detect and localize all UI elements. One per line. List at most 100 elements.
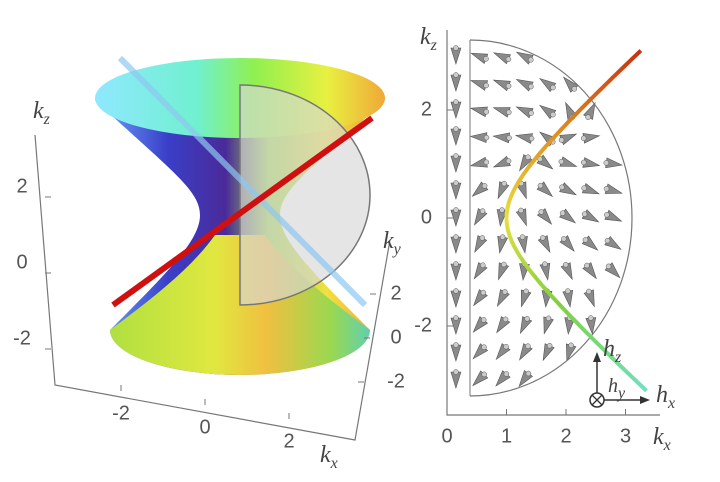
tick-label: -2 [13, 327, 31, 349]
arrow-base [558, 158, 565, 165]
tick-label: 2 [421, 98, 432, 120]
tick-label: 0 [421, 206, 432, 228]
arrow-base [505, 158, 512, 164]
cross [591, 394, 603, 406]
inset-label: hx [656, 382, 675, 412]
arrow-base [565, 288, 571, 294]
arrow-base [546, 342, 553, 349]
tick-label: 0 [390, 326, 401, 348]
arrow-base [550, 111, 556, 118]
arrow-base [562, 261, 569, 268]
axis-label: ky [383, 228, 402, 258]
arrow-base [499, 207, 505, 213]
arrow-base [453, 261, 459, 267]
arrow-base [505, 56, 512, 62]
arrow-base [483, 159, 490, 165]
arrow-base [453, 72, 459, 78]
arrow-base [580, 135, 587, 142]
arrow-base [603, 160, 610, 166]
arrow-base [479, 235, 486, 241]
arrow-base [584, 262, 590, 269]
axis-box [34, 134, 391, 441]
arrow-base [581, 211, 588, 217]
arrow-base [524, 316, 530, 322]
arrow-base [605, 263, 612, 270]
arrow-base [483, 109, 490, 115]
arrow-base [453, 99, 459, 105]
arrow-base [481, 183, 488, 189]
arrow-base [480, 317, 487, 323]
arrow-base [542, 261, 548, 267]
tick-label: 0 [16, 251, 27, 273]
arrow-base [479, 208, 486, 214]
vector-field [450, 45, 624, 390]
arrow-base [502, 316, 509, 323]
arrow-base [453, 342, 459, 348]
arrow-base [571, 86, 578, 92]
blue-line [117, 55, 368, 308]
arrow-base [499, 234, 506, 240]
arrow-base [483, 82, 489, 89]
arrow-base [528, 83, 534, 90]
arrow-base [528, 57, 534, 63]
axis-label: kz [420, 24, 438, 54]
tick-label: 0 [441, 425, 452, 447]
boundary-arc [469, 39, 633, 397]
red-line [111, 115, 374, 308]
arrow-base [481, 344, 487, 350]
arrow-base [604, 212, 610, 218]
arrow-base [559, 210, 566, 216]
arrow-base [519, 234, 526, 240]
arrow-base [537, 182, 544, 189]
tick-label: 2 [283, 430, 294, 452]
tick-label: 3 [620, 425, 631, 447]
inset-label: hy [608, 375, 626, 402]
arrow-base [540, 235, 546, 241]
arrow-base [453, 369, 459, 375]
tick-label: 2 [560, 425, 571, 447]
arrow-base [538, 209, 544, 215]
arrow-base [453, 153, 459, 159]
arrow-base [559, 184, 565, 190]
curve-upper [504, 49, 643, 219]
arrow-base [483, 56, 489, 62]
arrow-base [604, 237, 611, 244]
arrow-base [453, 126, 459, 132]
arrow-base [525, 343, 531, 349]
tick-label: 2 [390, 282, 401, 304]
axis-label: kx [653, 424, 671, 454]
tick-label: -2 [387, 370, 405, 392]
axis-label: kz [33, 98, 51, 128]
arrow-base [582, 237, 589, 243]
arrow-base [523, 288, 529, 295]
arrow-base [581, 185, 587, 191]
arrow-base [528, 110, 534, 116]
arrow-base [505, 83, 512, 89]
arrow-base [603, 185, 610, 192]
tick-label: -2 [112, 402, 130, 424]
arrow-base [518, 207, 524, 214]
arrowhead [640, 396, 650, 404]
tick-label: 1 [501, 425, 512, 447]
arrowhead [593, 352, 601, 362]
left-panel: kz ky kx [33, 55, 402, 472]
arrow-base [525, 154, 531, 160]
arrow-base [528, 135, 535, 142]
arrow-base [483, 134, 490, 141]
arrow-base [453, 315, 459, 321]
axis-label: kx [320, 442, 338, 472]
arrow-base [585, 114, 591, 120]
arrow-base [453, 288, 459, 294]
arrow-base [453, 207, 459, 213]
curve-lower [504, 217, 648, 393]
arrow-base [506, 109, 512, 116]
arrow-base [453, 180, 459, 186]
arrow-base [481, 371, 487, 378]
arrow-base [453, 234, 459, 240]
arrow-base [501, 180, 507, 187]
arrow-base [561, 236, 567, 242]
tick-label: -2 [414, 314, 432, 336]
arrow-base [502, 289, 508, 295]
arrow-base [586, 288, 592, 295]
